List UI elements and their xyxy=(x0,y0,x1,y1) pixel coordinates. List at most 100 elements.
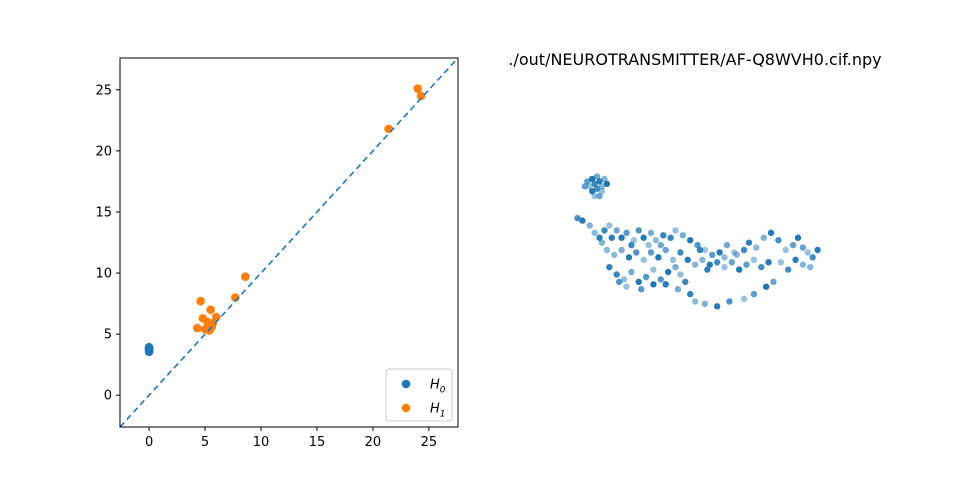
cloud-point xyxy=(743,261,750,268)
cloud-point xyxy=(709,251,716,259)
cloud-point xyxy=(775,237,782,244)
cloud-point xyxy=(804,249,811,256)
diagram-points xyxy=(144,84,426,357)
cloud-point xyxy=(589,175,596,183)
cloud-point xyxy=(691,261,699,268)
cloud-point xyxy=(740,246,748,254)
cloud-point xyxy=(625,254,633,261)
cloud-point xyxy=(684,256,691,263)
cloud-point xyxy=(765,259,772,266)
cloud-point xyxy=(586,222,593,229)
cloud-point xyxy=(667,234,674,241)
h1-point xyxy=(241,272,250,282)
cloud-point xyxy=(662,246,669,254)
cloud-point xyxy=(721,254,728,261)
h1-point xyxy=(413,84,423,93)
cloud-point xyxy=(721,263,728,271)
x-tick-label: 0 xyxy=(145,435,153,450)
cloud-point xyxy=(628,268,635,276)
cloud-point xyxy=(589,188,596,195)
cloud-point xyxy=(792,256,799,263)
y-tick-label: 10 xyxy=(95,267,112,282)
cloud-point xyxy=(635,227,642,234)
cloud-point xyxy=(726,298,733,305)
diagram-ticks: 0 5 10 15 20 25 0 5 10 15 20 25 xyxy=(95,83,437,450)
cloud-point xyxy=(677,271,684,278)
cloud-point xyxy=(596,178,603,185)
cloud-point xyxy=(767,229,775,237)
cloud-point xyxy=(694,241,701,249)
cloud-point xyxy=(596,234,603,241)
cloud-point xyxy=(672,263,679,271)
cloud-point xyxy=(750,256,758,263)
cloud-point xyxy=(687,290,694,298)
cloud-point xyxy=(598,183,606,190)
legend-label-subscript: 0 xyxy=(440,386,446,396)
cloud-point xyxy=(650,281,657,288)
cloud-point xyxy=(723,241,731,249)
cloud-point xyxy=(674,286,682,293)
x-tick-label: 5 xyxy=(201,435,209,450)
cloud-point xyxy=(728,259,736,266)
cloud-point xyxy=(642,273,650,281)
cloud-point xyxy=(753,244,760,251)
cloud-point xyxy=(618,246,625,254)
cloud-point xyxy=(660,232,667,239)
cloud-point xyxy=(704,266,711,273)
y-tick-label: 25 xyxy=(95,83,112,98)
h1-point xyxy=(206,305,215,315)
cloud-point xyxy=(716,249,723,256)
cloud-point xyxy=(687,237,694,244)
cloud-point xyxy=(581,183,589,190)
cloud-point xyxy=(623,229,630,237)
cloud-point xyxy=(740,295,748,303)
x-tick-label: 25 xyxy=(421,435,438,450)
cloud-point xyxy=(701,300,709,308)
legend-marker xyxy=(401,379,411,389)
cloud-point xyxy=(701,246,709,254)
cloud-point xyxy=(640,234,647,241)
y-tick-label: 20 xyxy=(95,144,112,159)
diagonal-line xyxy=(119,57,459,428)
y-tick-label: 15 xyxy=(95,205,112,220)
cloud-point xyxy=(657,276,664,283)
cloud-point xyxy=(591,229,598,237)
cloud-point xyxy=(613,227,620,234)
cloud-point xyxy=(799,244,807,251)
cloud-point xyxy=(789,241,797,249)
cloud-point xyxy=(630,237,638,244)
cloud-point xyxy=(706,261,713,268)
x-tick-label: 20 xyxy=(365,435,382,450)
y-tick-label: 5 xyxy=(104,328,112,343)
x-tick-label: 15 xyxy=(309,435,326,450)
cloud-point xyxy=(777,259,785,266)
cloud-point xyxy=(770,278,777,286)
legend-marker xyxy=(401,403,411,413)
cloud-point xyxy=(618,234,625,241)
h1-point xyxy=(384,124,393,134)
cloud-point xyxy=(611,251,618,259)
cloud-point xyxy=(662,281,669,288)
cloud-point xyxy=(586,183,593,190)
cloud-point xyxy=(758,263,765,271)
cloud-point xyxy=(574,214,581,222)
diagram-frame xyxy=(119,57,459,428)
cloud-point xyxy=(809,254,816,261)
cloud-point xyxy=(677,249,684,256)
cloud-point xyxy=(603,180,611,188)
cloud-point xyxy=(606,263,613,271)
cloud-point xyxy=(657,241,664,249)
h1-point xyxy=(196,296,205,306)
x-tick-label: 10 xyxy=(253,435,270,450)
cloud-point xyxy=(598,188,606,195)
cloud-point xyxy=(601,227,608,234)
cloud-point xyxy=(591,180,598,188)
cloud-point xyxy=(785,266,792,273)
cloud-point xyxy=(647,229,655,237)
cloud-point xyxy=(613,271,620,278)
cloud-point xyxy=(696,246,704,254)
cloud-point xyxy=(762,283,770,290)
cloud-point xyxy=(664,268,672,276)
